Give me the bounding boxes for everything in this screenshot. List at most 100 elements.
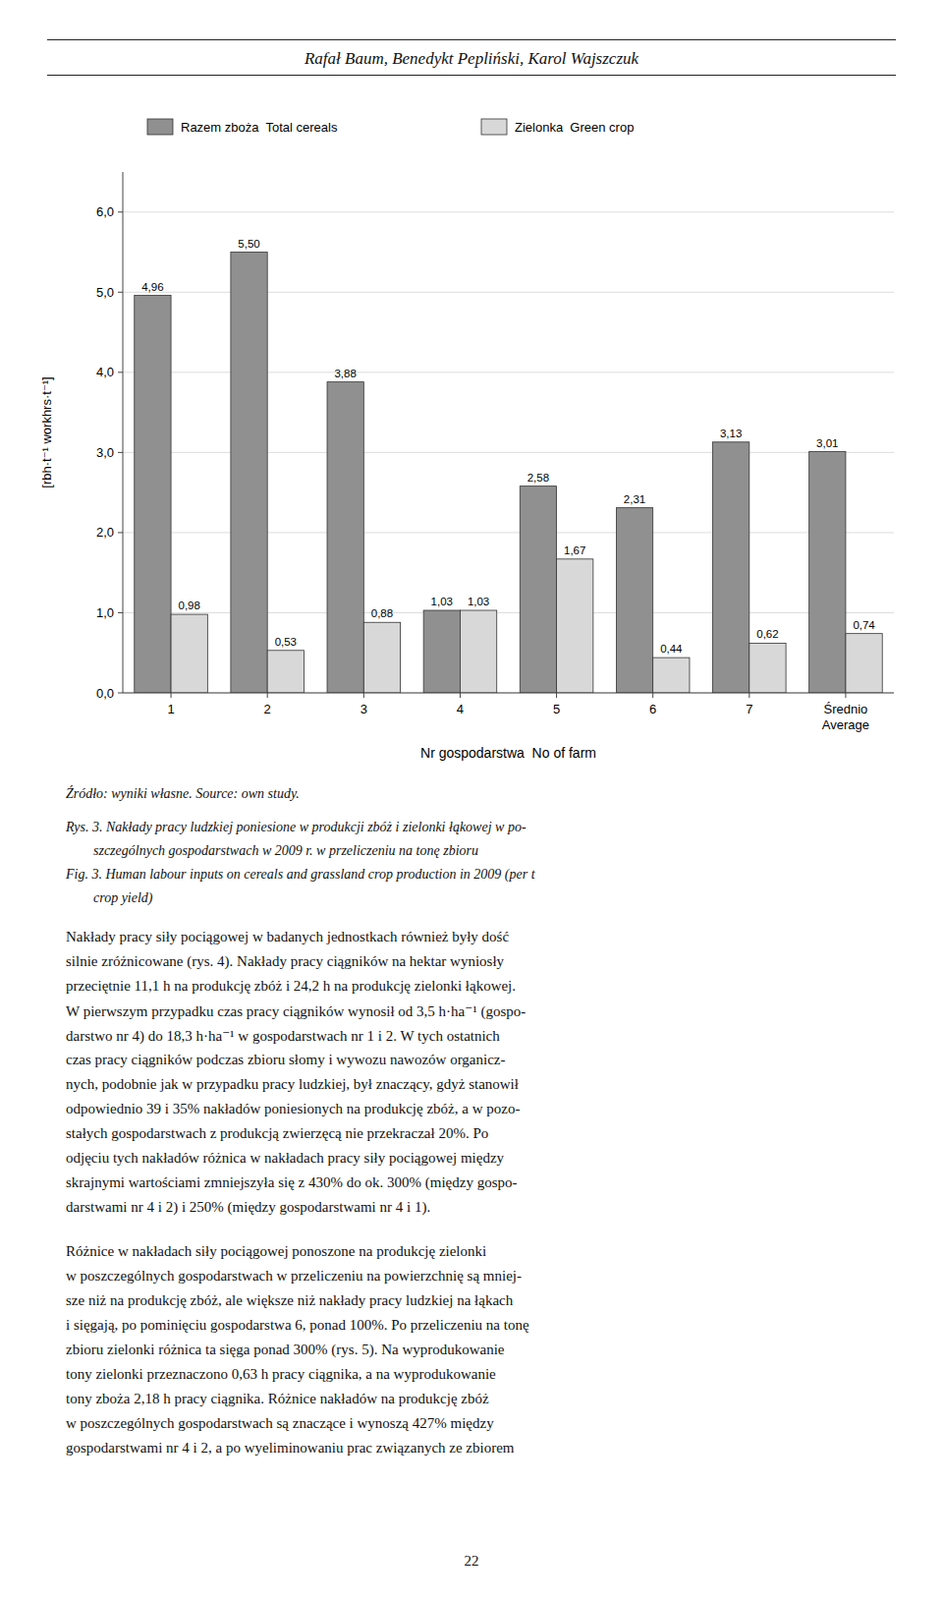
x-tick-label: 5 — [553, 701, 560, 717]
y-tick-label: 5,0 — [96, 284, 114, 300]
body-line: skrajnymi wartościami zmniejszyła się z … — [65, 1173, 517, 1191]
body-line: w poszczególnych gospodarstwach są znacz… — [65, 1414, 495, 1432]
data-label: 0,74 — [852, 618, 876, 631]
body-line: Nakłady pracy siły pociągowej w badanych… — [65, 928, 509, 945]
body-line: w poszczególnych gospodarstwach w przeli… — [65, 1267, 522, 1284]
x-tick-label: 7 — [745, 701, 753, 717]
bar — [653, 657, 690, 693]
bar — [713, 442, 750, 693]
data-label: 1,03 — [467, 595, 490, 608]
body-line: gospodarstwami nr 4 i 2, a po wyeliminow… — [65, 1439, 515, 1456]
x-tick — [459, 692, 461, 698]
chart: Razem zboża Total cereals Zielonka Green … — [0, 103, 943, 772]
bar — [170, 613, 208, 693]
bar — [134, 295, 171, 693]
body-line: tony zboża 2,18 h pracy ciągnika. Różnic… — [65, 1389, 490, 1407]
y-axis: 0,01,02,03,04,05,06,0 — [96, 204, 894, 700]
data-label: 2,31 — [623, 493, 646, 505]
y-tick-label: 3,0 — [96, 444, 114, 460]
x-tick-label: 1 — [166, 701, 174, 717]
x-tick-label-line: 5 — [553, 701, 560, 717]
bar — [230, 252, 268, 693]
y-tick — [117, 531, 123, 533]
y-tick — [117, 692, 123, 694]
bar — [519, 486, 556, 693]
y-axis-title: [rbh·t⁻¹ workhrs·t⁻¹] — [39, 376, 55, 488]
header-rule — [47, 39, 896, 41]
x-tick-label: 4 — [456, 701, 464, 717]
y-tick — [117, 371, 123, 373]
bar — [615, 507, 653, 693]
x-tick — [555, 692, 557, 698]
x-tick-label-line: 1 — [166, 701, 174, 717]
body-line: nych, podobnie jak w przypadku pracy lud… — [65, 1075, 519, 1093]
x-tick-label: 6 — [649, 701, 657, 717]
body-line: silnie zróżnicowane (rys. 4). Nakłady pr… — [65, 952, 504, 970]
y-tick-label: 0,0 — [96, 685, 114, 701]
x-tick-label-line: Average — [822, 717, 870, 732]
y-tick-label: 4,0 — [96, 364, 114, 380]
x-tick — [652, 692, 654, 698]
bar — [845, 633, 883, 693]
x-axis-line — [122, 692, 894, 694]
body-line: Różnice w nakładach siły pociągowej pono… — [65, 1242, 487, 1260]
x-tick — [363, 692, 365, 698]
source-note: Źródło: wyniki własne. Source: own study… — [65, 785, 300, 802]
bar — [459, 610, 497, 693]
data-label: 5,50 — [237, 237, 260, 250]
body-line: stałych gospodarstwach z produkcją zwier… — [65, 1124, 489, 1142]
caption-line: Fig. 3. Human labour inputs on cereals a… — [65, 866, 536, 883]
bars — [134, 252, 883, 693]
bar — [556, 558, 594, 693]
x-tick — [170, 692, 172, 698]
x-tick-label-line: 4 — [456, 701, 464, 717]
x-tick-label-line: 6 — [649, 701, 657, 717]
x-tick-label: ŚrednioAverage — [822, 701, 870, 732]
caption-line: crop yield) — [65, 889, 154, 906]
y-tick-label: 6,0 — [96, 204, 114, 220]
page-number: 22 — [0, 1552, 943, 1569]
page-header: Rafał Baum, Benedykt Pepliński, Karol Wa… — [0, 49, 943, 69]
x-axis: 1 2 3 4 5 6 7 ŚrednioAverage — [166, 692, 870, 732]
legend-label: Zielonka Green crop — [514, 119, 634, 135]
x-tick — [748, 692, 750, 698]
body-line: odjęciu tych nakładów różnica w nakładac… — [65, 1149, 504, 1166]
x-tick-label-line: 7 — [745, 701, 753, 717]
grid-line — [122, 692, 894, 694]
body-line: darstwami nr 4 i 2) i 250% (między gospo… — [65, 1198, 431, 1216]
x-tick-label-line: Średnio — [824, 701, 869, 717]
data-label: 1,03 — [431, 595, 453, 608]
x-tick-label-line: 3 — [360, 701, 368, 717]
body-line: i sięgają, po pominięciu gospodarstwa 6,… — [65, 1316, 530, 1333]
header-rule — [47, 74, 896, 76]
data-label: 0,62 — [756, 627, 778, 640]
x-tick-label-line: 2 — [264, 701, 272, 717]
legend-swatch — [481, 118, 507, 135]
data-label: 0,44 — [660, 642, 683, 655]
body-line: odpowiednio 39 i 35% nakładów poniesiony… — [65, 1100, 520, 1117]
x-axis-title: Nr gospodarstwa No of farm — [420, 744, 597, 761]
legend-label: Razem zboża Total cereals — [180, 119, 338, 135]
data-label: 3,13 — [720, 427, 742, 440]
bar — [749, 642, 786, 693]
y-tick — [117, 211, 123, 213]
legend-swatch — [147, 118, 173, 135]
x-tick — [267, 692, 269, 698]
body-line: przeciętnie 11,1 h na produkcję zbóż i 2… — [65, 977, 516, 995]
page: {"chart_data": { "type": "bar", "categor… — [0, 0, 943, 1600]
data-labels: 4,965,503,881,032,582,313,133,010,980,53… — [141, 237, 876, 656]
data-label: 0,98 — [178, 599, 201, 611]
data-label: 4,96 — [141, 280, 164, 293]
caption-line: szczególnych gospodarstwach w 2009 r. w … — [65, 842, 479, 859]
grid-line — [122, 211, 894, 213]
y-tick-label: 1,0 — [96, 605, 114, 620]
bar — [327, 382, 364, 693]
body-line: sze niż na produkcję zbóż, ale większe n… — [65, 1291, 513, 1309]
data-label: 3,88 — [333, 367, 356, 380]
data-label: 1,67 — [563, 544, 586, 556]
bar — [363, 621, 400, 693]
body-line: zbioru zielonki różnica ta sięga ponad 3… — [65, 1340, 505, 1358]
body-line: czas pracy ciągników podczas zbioru słom… — [65, 1051, 506, 1068]
y-tick — [117, 451, 123, 453]
bar — [267, 650, 304, 693]
